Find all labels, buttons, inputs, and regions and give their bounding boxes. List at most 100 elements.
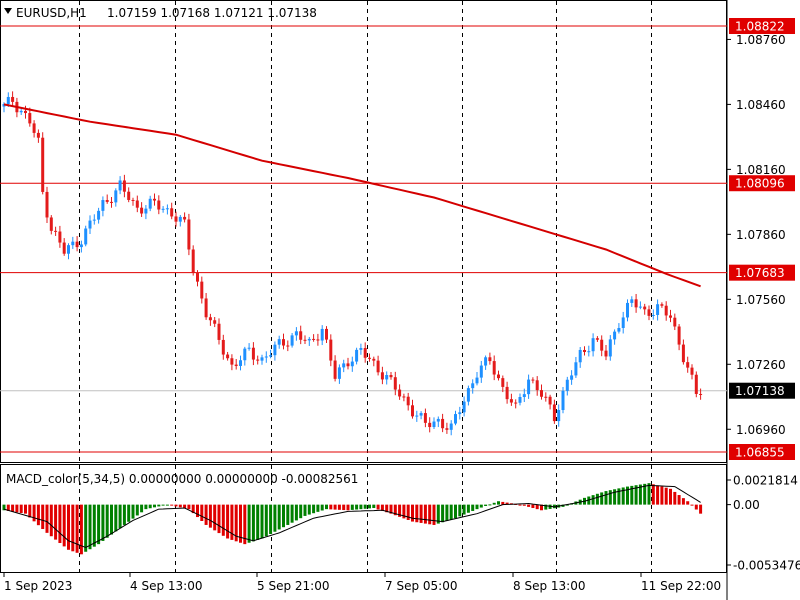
macd-bar [165, 504, 169, 506]
macd-bar [458, 504, 462, 517]
candle-body [269, 355, 273, 357]
candle-body [411, 405, 414, 417]
candle-body [148, 198, 152, 209]
candle-body [131, 199, 135, 201]
macd-bar [690, 504, 694, 506]
macd-bar [32, 504, 36, 522]
candle-body [19, 110, 23, 113]
candle-body [626, 302, 629, 318]
candle-body [402, 396, 406, 398]
macd-bar [337, 504, 341, 510]
candle-body [540, 390, 543, 397]
macd-bar [316, 504, 320, 512]
candle-body [359, 348, 363, 350]
candle-body [419, 413, 423, 416]
macd-tick-label-1: 0.00 [733, 498, 760, 512]
candle-body [54, 230, 58, 232]
macd-bar [230, 504, 234, 540]
candle-body [501, 378, 505, 387]
candle-body [157, 200, 161, 210]
macd-bar [428, 504, 432, 525]
candle-body [436, 418, 440, 422]
candle-body [415, 415, 419, 417]
price-candles [2, 91, 703, 436]
candle-body [479, 365, 483, 378]
candle-body [75, 241, 79, 248]
candle-body [509, 399, 513, 403]
candle-body [230, 358, 234, 365]
candle-body [329, 339, 333, 361]
candle-body [294, 331, 298, 336]
macd-bar [45, 504, 49, 533]
macd-bar [170, 504, 174, 506]
candle-body [527, 379, 531, 395]
macd-bar [2, 504, 6, 511]
candle-body [604, 350, 608, 357]
macd-bar [527, 504, 531, 507]
candle-body [247, 347, 251, 349]
macd-bar [531, 504, 535, 509]
price-tick-label-1: 1.08460 [736, 98, 786, 112]
candle-body [565, 379, 569, 391]
macd-bar [114, 504, 118, 532]
candle-body [127, 191, 131, 200]
macd-bar [178, 504, 182, 508]
candle-body [256, 359, 260, 361]
macd-bar [436, 504, 440, 524]
macd-bar [626, 486, 629, 505]
macd-bar [325, 504, 328, 510]
candle-body [41, 137, 45, 192]
macd-bar [105, 504, 109, 538]
candle-body [97, 210, 101, 220]
macd-bar [92, 504, 96, 547]
price-tick-label-5: 1.07260 [736, 358, 786, 372]
macd-bar [213, 504, 217, 531]
macd-bar [471, 504, 475, 511]
candle-body [303, 339, 307, 341]
macd-bar [24, 504, 27, 514]
price-tick-label-2: 1.08160 [736, 163, 786, 177]
macd-bar [475, 504, 479, 510]
symbol-menu-triangle-icon[interactable] [4, 8, 12, 14]
macd-bar [153, 504, 156, 508]
level-tag-3: 1.06855 [735, 446, 785, 460]
candle-body [213, 320, 217, 324]
macd-bar [479, 504, 483, 508]
candle-body [552, 404, 556, 422]
macd-bar [350, 504, 354, 510]
time-tick-label-1: 4 Sep 13:00 [130, 579, 202, 593]
macd-bar [307, 504, 311, 515]
macd-bar [634, 485, 638, 505]
macd-bar [372, 504, 376, 509]
macd-bar [217, 504, 221, 534]
candle-body [514, 402, 518, 404]
macd-bar [290, 504, 294, 523]
candle-body [243, 348, 247, 361]
candle-body [45, 191, 49, 218]
macd-bar [157, 504, 161, 507]
macd-bar [79, 504, 83, 555]
candle-body [67, 245, 70, 254]
macd-tick-label-2: -0.0053476 [733, 559, 800, 573]
macd-indicator-label: MACD_color(5,34,5) 0.00000000 0.00000000… [6, 472, 358, 486]
candle-body [200, 281, 204, 299]
candle-body [312, 338, 316, 340]
candle-body [28, 113, 32, 124]
candle-body [234, 364, 238, 366]
candle-body [363, 348, 367, 358]
candle-body [454, 414, 457, 424]
candle-body [441, 418, 445, 429]
macd-bar [497, 501, 500, 505]
macd-bar [617, 488, 621, 505]
candle-body [466, 388, 470, 402]
level-tag-bg-0 [729, 18, 795, 34]
candle-body [389, 375, 393, 378]
candle-body [432, 421, 436, 428]
macd-bar [677, 495, 681, 505]
candle-body [307, 338, 311, 341]
macd-bar [673, 491, 677, 505]
macd-bar [118, 504, 122, 529]
candle-body [423, 413, 427, 423]
candle-body [105, 200, 109, 202]
